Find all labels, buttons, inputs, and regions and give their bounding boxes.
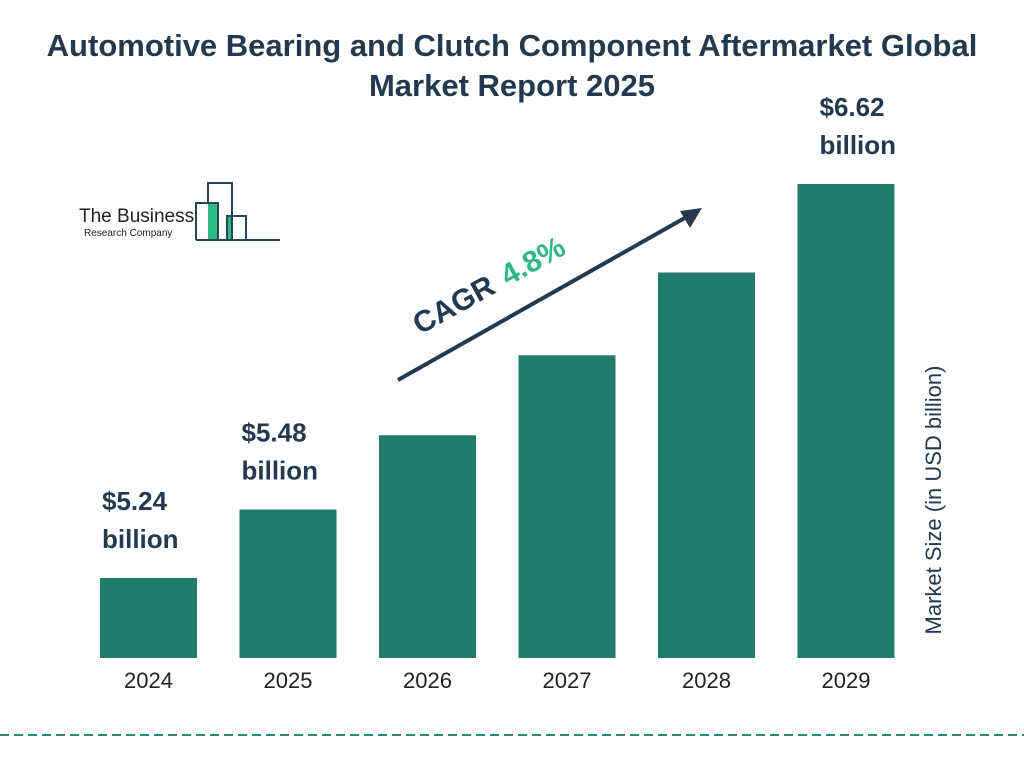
bar-2024 [100, 578, 197, 658]
chart-title: Automotive Bearing and Clutch Component … [46, 28, 978, 103]
data-label-2024-line1: $5.24 [102, 486, 168, 516]
cagr-arrow-head [680, 208, 702, 228]
data-label-2025-line1: $5.48 [242, 417, 307, 447]
x-tick-label: 2027 [543, 668, 592, 693]
logo-bar-green-2 [227, 216, 232, 240]
x-tick-label: 2028 [682, 668, 731, 693]
svg-text:CAGR4.8%: CAGR4.8% [407, 230, 571, 341]
data-label-2029-line2: billion [820, 130, 897, 160]
cagr-arrow-line [397, 213, 691, 382]
x-tick-label: 2029 [822, 668, 871, 693]
x-tick-label: 2024 [124, 668, 173, 693]
logo-buildings-outline [195, 182, 280, 241]
x-tick-label: 2026 [403, 668, 452, 693]
data-label-2029-line1: $6.62 [820, 92, 885, 122]
bar-2025 [239, 509, 337, 658]
logo-text-line2: Research Company [84, 228, 172, 239]
x-tick-label: 2025 [264, 668, 313, 693]
bar-2026 [379, 435, 476, 658]
bar-2029 [797, 184, 895, 658]
data-label-2024-line2: billion [102, 524, 179, 554]
y-axis-label: Market Size (in USD billion) [921, 366, 946, 635]
cagr-value: 4.8% [495, 230, 571, 292]
bar-2027 [518, 355, 616, 658]
logo-text-line1: The Business [79, 206, 194, 227]
company-logo: The Business Research Company [79, 182, 280, 241]
data-label-2025-line2: billion [242, 455, 319, 485]
bar-2028 [658, 272, 755, 658]
cagr-annotation: CAGR4.8% [397, 208, 702, 382]
logo-bar-green-1 [208, 203, 218, 240]
